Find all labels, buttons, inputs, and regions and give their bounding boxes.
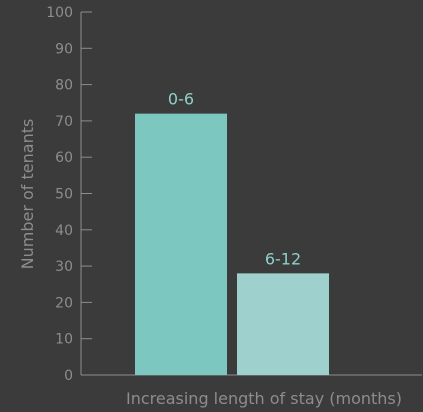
y-tick-label: 20 bbox=[55, 295, 73, 311]
bar-6-12 bbox=[237, 273, 329, 375]
labels-layer: 0-6 6-12 bbox=[168, 90, 301, 269]
y-tick-label: 70 bbox=[55, 114, 73, 130]
y-tick-label: 100 bbox=[46, 5, 73, 21]
y-tick-label: 30 bbox=[55, 259, 73, 275]
y-tick-label: 0 bbox=[64, 368, 73, 384]
y-tick-label: 90 bbox=[55, 41, 73, 57]
bar-data-label: 6-12 bbox=[265, 249, 301, 268]
bar-0-6 bbox=[135, 113, 227, 375]
y-tick-label: 50 bbox=[55, 187, 73, 203]
y-axis-title: Number of tenants bbox=[18, 119, 37, 270]
y-tick-label: 60 bbox=[55, 150, 73, 166]
y-tick-label: 40 bbox=[55, 223, 73, 239]
y-tick-label: 10 bbox=[55, 332, 73, 348]
axes-layer: 0 10 20 30 40 50 60 70 80 90 100 bbox=[46, 5, 422, 384]
x-axis-title: Increasing length of stay (months) bbox=[126, 389, 402, 408]
bar-data-label: 0-6 bbox=[168, 90, 194, 109]
y-tick-label: 80 bbox=[55, 78, 73, 94]
bars-layer bbox=[135, 113, 329, 375]
